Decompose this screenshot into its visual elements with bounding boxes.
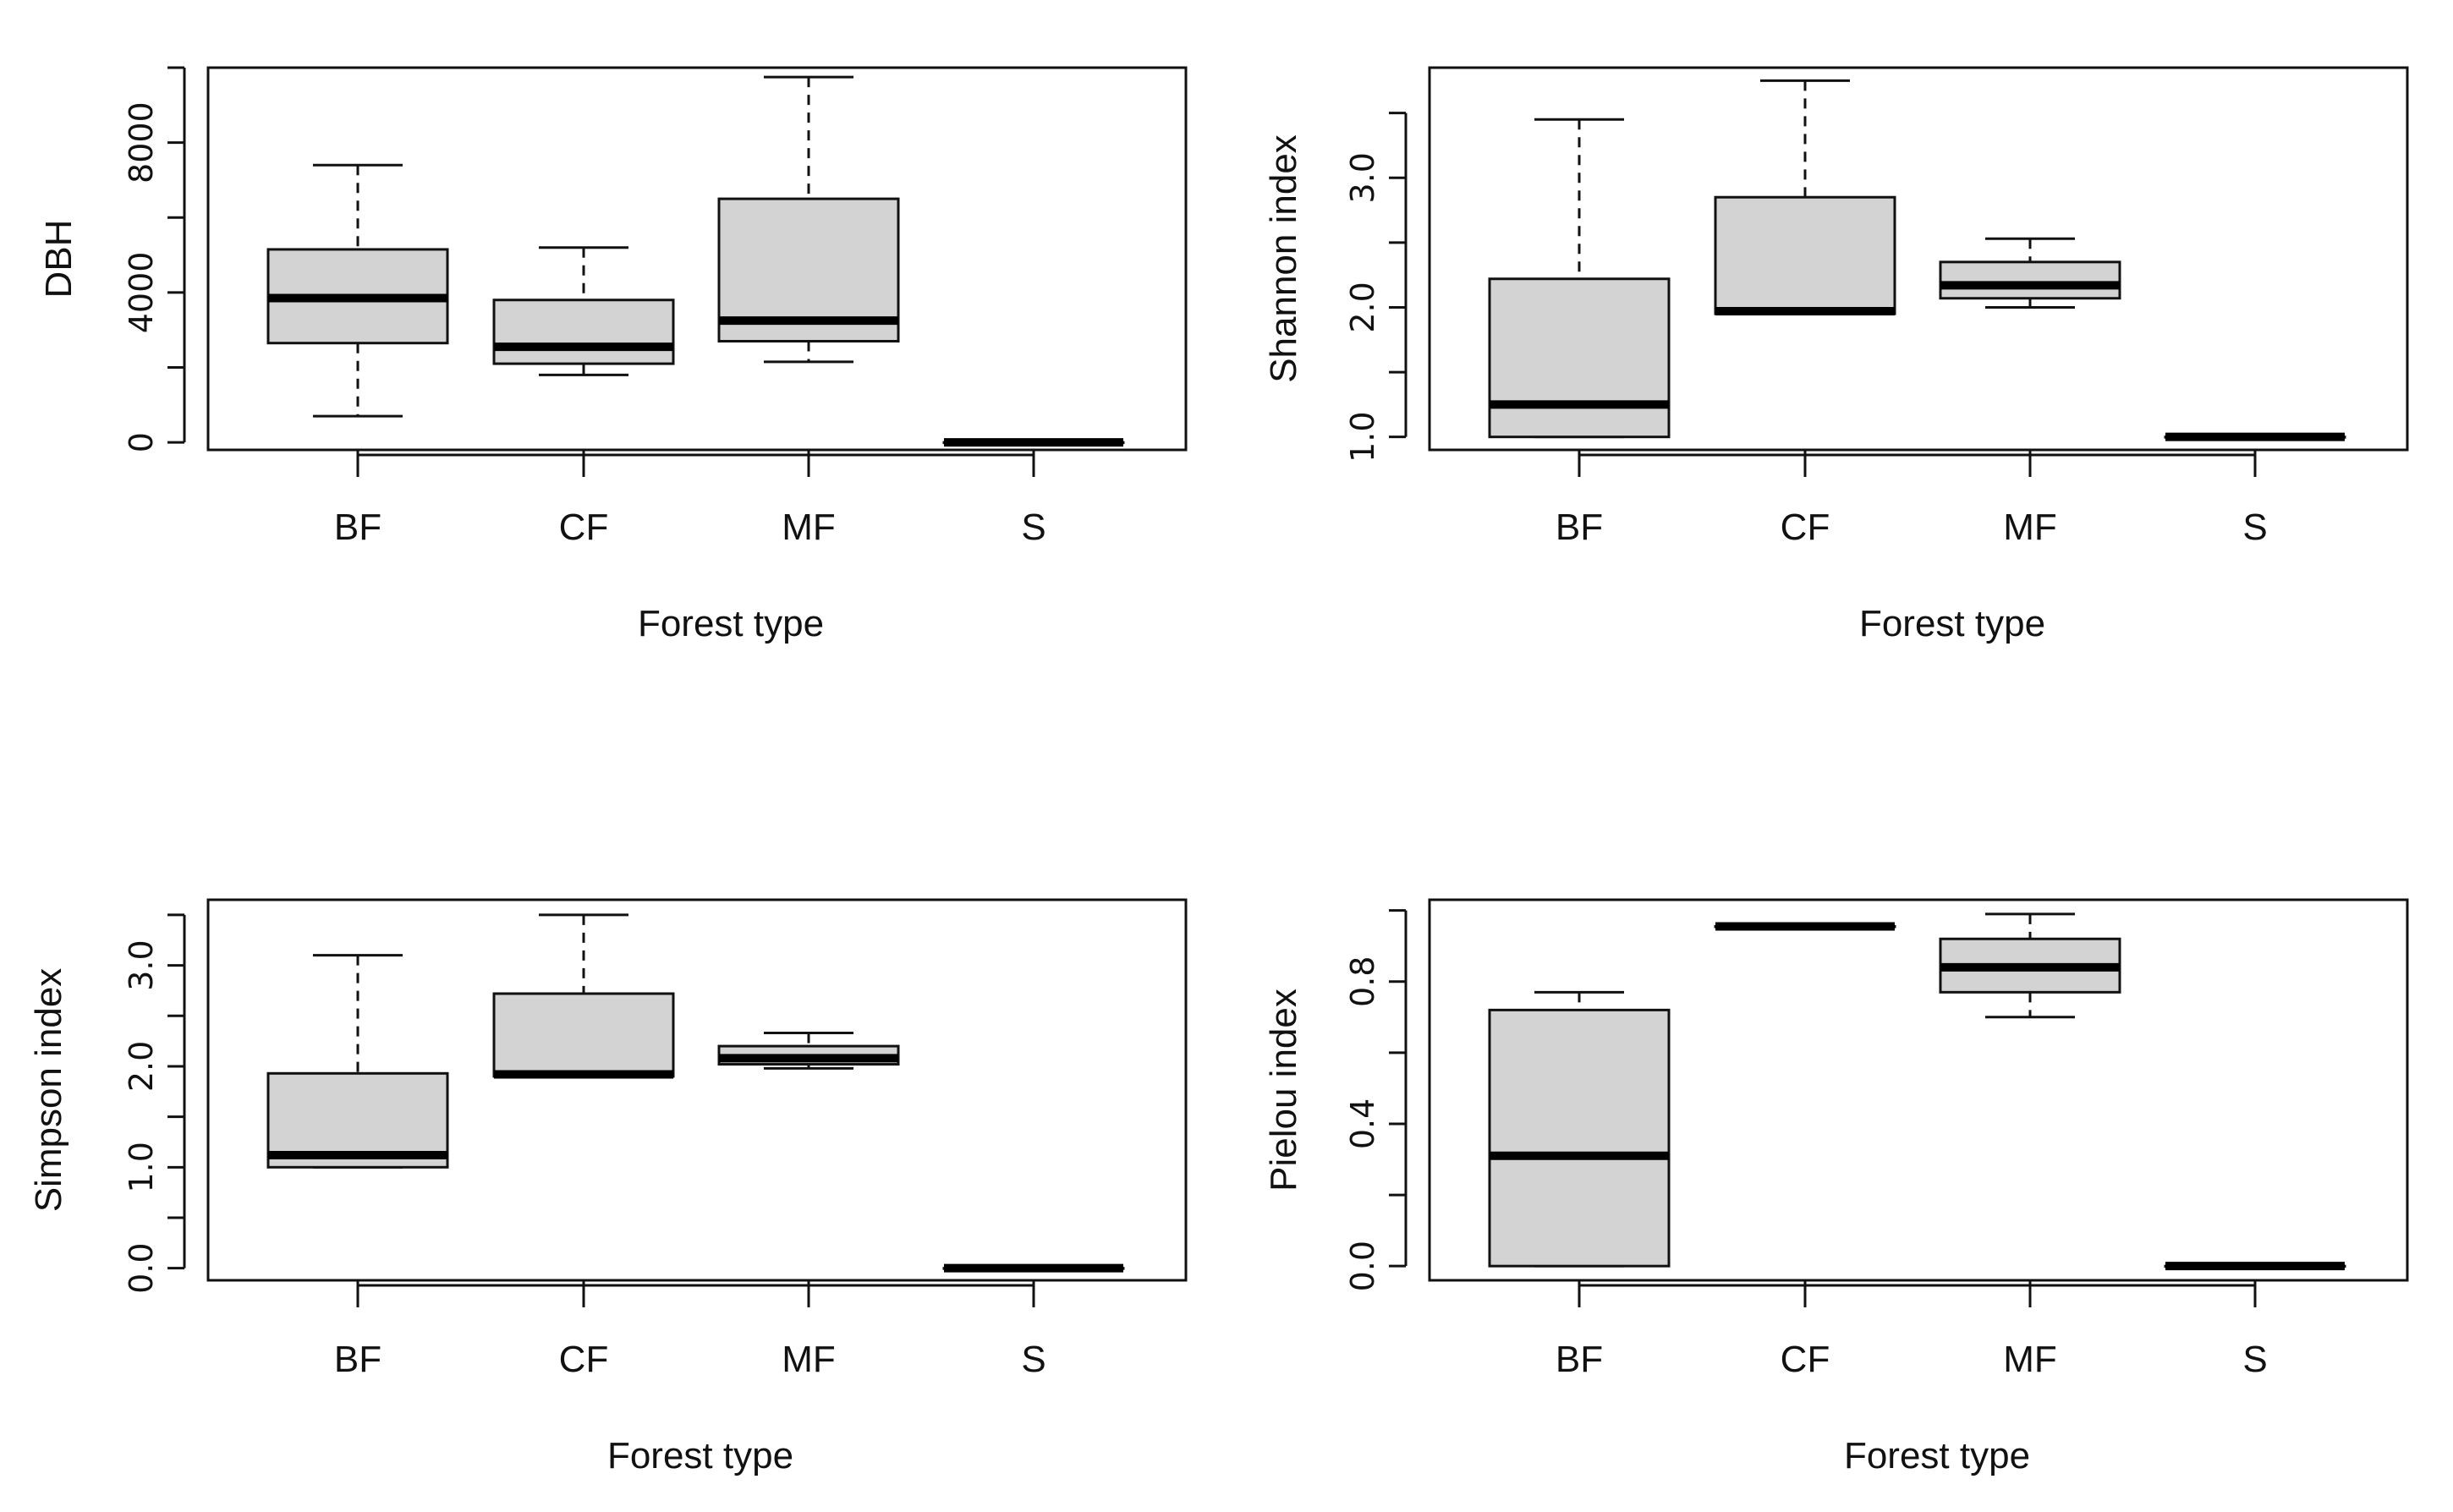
y-axis-title: DBH xyxy=(38,220,80,299)
y-tick-label: 0.0 xyxy=(1344,1241,1381,1291)
box-BF xyxy=(266,163,449,418)
box-BF xyxy=(1488,990,1671,1268)
panel-pielou: 0.0 0.4 0.8 Pielou index BF CF MF S Forest type xyxy=(1263,898,2409,1476)
box-MF xyxy=(717,1032,900,1070)
y-tick-label: 2.0 xyxy=(1344,282,1381,332)
y-tick-label: 0.0 xyxy=(123,1242,160,1293)
y-tick-label: 3.0 xyxy=(123,940,160,990)
box-S xyxy=(942,1263,1125,1273)
y-tick-label: 8000 xyxy=(123,101,160,184)
x-tick-label: CF xyxy=(559,507,609,548)
x-axis-title: Forest type xyxy=(638,603,824,644)
y-tick-label: 0.8 xyxy=(1344,956,1381,1007)
y-tick-label: 2.0 xyxy=(123,1041,160,1092)
box-CF xyxy=(492,913,675,1079)
box-iqr xyxy=(1488,277,1671,439)
plot-frame xyxy=(206,898,1188,1282)
box-MF xyxy=(1939,237,2121,309)
box-iqr xyxy=(492,992,675,1078)
y-tick-label: 1.0 xyxy=(123,1142,160,1192)
box-S xyxy=(2164,432,2346,441)
x-tick-label: S xyxy=(1021,507,1045,548)
y-tick-label: 0 xyxy=(123,432,160,452)
x-axis-title: Forest type xyxy=(607,1435,793,1476)
x-tick-label: S xyxy=(2242,1339,2267,1380)
y-axis-title: Pielou index xyxy=(1263,989,1304,1192)
box-iqr xyxy=(492,299,675,365)
plot-frame xyxy=(206,66,1188,452)
y-tick-label: 0.4 xyxy=(1344,1098,1381,1149)
x-tick-label: BF xyxy=(334,1339,381,1380)
x-tick-label: MF xyxy=(782,1339,836,1380)
x-tick-label: MF xyxy=(782,507,836,548)
y-axis-title: Shannon index xyxy=(1263,134,1304,383)
x-tick-label: MF xyxy=(2003,507,2057,548)
box-iqr xyxy=(1939,260,2121,300)
y-tick-label: 4000 xyxy=(123,252,160,334)
box-CF xyxy=(492,246,675,376)
plot-frame xyxy=(1428,66,2409,452)
panel-dbh: 0 4000 8000 DBH BF CF MF S Forest type xyxy=(38,66,1188,644)
x-tick-label: CF xyxy=(559,1339,609,1380)
x-tick-label: BF xyxy=(1556,507,1603,548)
x-tick-label: BF xyxy=(334,507,381,548)
x-tick-label: S xyxy=(1021,1339,1045,1380)
box-MF xyxy=(1939,912,2121,1019)
x-tick-label: CF xyxy=(1781,507,1830,548)
box-S xyxy=(942,438,1125,447)
box-MF xyxy=(717,75,900,364)
y-tick-label: 1.0 xyxy=(1344,411,1381,462)
panel-simpson: 0.0 1.0 2.0 3.0 Simpson index BF CF MF S Forest t… xyxy=(28,898,1188,1476)
box-BF xyxy=(266,954,449,1169)
x-axis-title: Forest type xyxy=(1859,603,2045,644)
x-tick-label: S xyxy=(2242,507,2267,548)
box-iqr xyxy=(1488,1008,1671,1268)
box-iqr xyxy=(1714,195,1896,315)
x-tick-label: BF xyxy=(1556,1339,1603,1380)
panel-shannon: 1.0 2.0 3.0 Shannon index BF CF MF S Forest type xyxy=(1263,66,2409,644)
y-axis-title: Simpson index xyxy=(28,968,69,1213)
plot-frame xyxy=(1428,898,2409,1282)
box-CF xyxy=(1714,922,1896,931)
x-tick-label: CF xyxy=(1781,1339,1830,1380)
y-tick-label: 3.0 xyxy=(1344,152,1381,203)
box-S xyxy=(2164,1262,2346,1271)
x-tick-label: MF xyxy=(2003,1339,2057,1380)
x-axis-title: Forest type xyxy=(1844,1435,2030,1476)
box-BF xyxy=(1488,118,1671,439)
box-CF xyxy=(1714,79,1896,316)
